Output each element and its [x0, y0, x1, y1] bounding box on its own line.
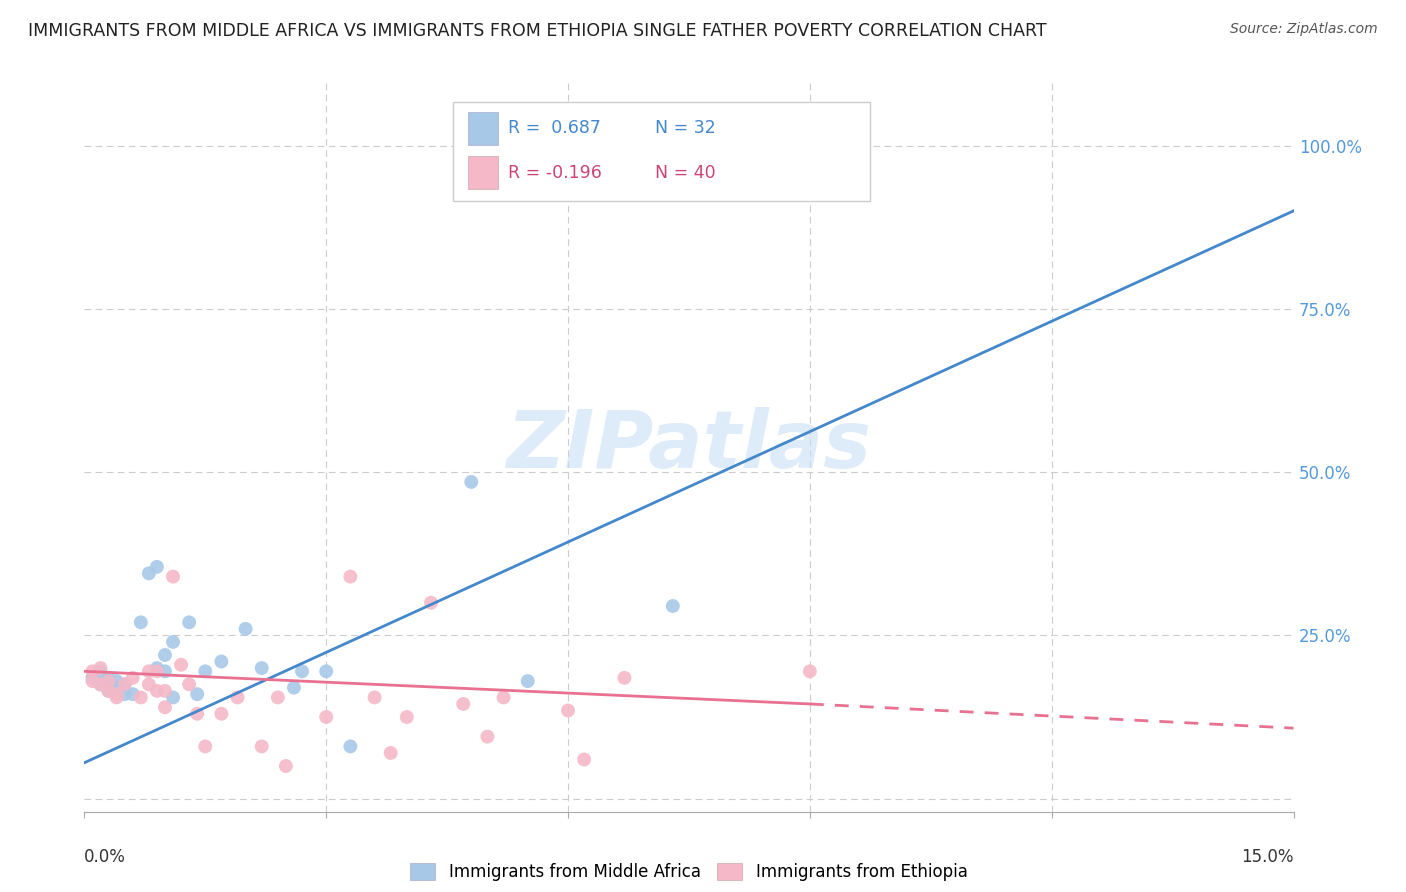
- Point: [89, 665, 111, 679]
- Point: [250, 661, 273, 675]
- Point: [138, 566, 160, 581]
- Point: [121, 671, 143, 685]
- Point: [97, 671, 120, 685]
- Point: [420, 596, 443, 610]
- Point: [516, 674, 538, 689]
- Point: [274, 759, 297, 773]
- Point: [162, 690, 184, 705]
- Point: [451, 697, 474, 711]
- Point: [105, 690, 128, 705]
- Point: [267, 690, 290, 705]
- Point: [460, 475, 482, 489]
- Point: [162, 635, 184, 649]
- Point: [138, 677, 160, 691]
- Text: ZIPatlas: ZIPatlas: [506, 407, 872, 485]
- Point: [170, 657, 193, 672]
- Point: [250, 739, 273, 754]
- Point: [613, 671, 636, 685]
- Point: [97, 674, 120, 689]
- Point: [194, 739, 217, 754]
- Point: [291, 665, 314, 679]
- Point: [121, 687, 143, 701]
- Point: [97, 684, 120, 698]
- Point: [799, 665, 821, 679]
- Point: [89, 677, 111, 691]
- Point: [395, 710, 418, 724]
- Point: [380, 746, 402, 760]
- Point: [129, 690, 152, 705]
- Text: N = 40: N = 40: [655, 163, 716, 182]
- Point: [153, 684, 176, 698]
- Point: [783, 152, 806, 166]
- Point: [146, 684, 169, 698]
- Point: [235, 622, 257, 636]
- Text: R =  0.687: R = 0.687: [508, 120, 600, 137]
- Point: [477, 730, 499, 744]
- Point: [226, 690, 249, 705]
- Point: [179, 677, 201, 691]
- Point: [138, 665, 160, 679]
- Point: [283, 681, 305, 695]
- Point: [179, 615, 201, 630]
- Point: [153, 700, 176, 714]
- Point: [315, 665, 337, 679]
- Point: [82, 674, 104, 689]
- Point: [146, 559, 169, 574]
- Point: [153, 665, 176, 679]
- Point: [97, 684, 120, 698]
- Point: [186, 687, 208, 701]
- Point: [105, 681, 128, 695]
- Point: [162, 569, 184, 583]
- Point: [105, 674, 128, 689]
- Point: [153, 648, 176, 662]
- Point: [82, 671, 104, 685]
- Text: 0.0%: 0.0%: [84, 847, 127, 865]
- Point: [662, 599, 685, 613]
- Point: [114, 677, 136, 691]
- Point: [315, 710, 337, 724]
- Point: [89, 661, 111, 675]
- Point: [146, 661, 169, 675]
- Point: [339, 739, 361, 754]
- Point: [194, 665, 217, 679]
- Point: [492, 690, 515, 705]
- Text: Source: ZipAtlas.com: Source: ZipAtlas.com: [1230, 22, 1378, 37]
- Point: [89, 677, 111, 691]
- Point: [557, 704, 579, 718]
- Point: [363, 690, 385, 705]
- Point: [105, 687, 128, 701]
- Point: [82, 665, 104, 679]
- Text: N = 32: N = 32: [655, 120, 716, 137]
- Point: [209, 655, 232, 669]
- Text: 15.0%: 15.0%: [1241, 847, 1294, 865]
- Point: [129, 615, 152, 630]
- Point: [209, 706, 232, 721]
- Point: [572, 752, 595, 766]
- Point: [146, 665, 169, 679]
- Text: R = -0.196: R = -0.196: [508, 163, 602, 182]
- Text: IMMIGRANTS FROM MIDDLE AFRICA VS IMMIGRANTS FROM ETHIOPIA SINGLE FATHER POVERTY : IMMIGRANTS FROM MIDDLE AFRICA VS IMMIGRA…: [28, 22, 1046, 40]
- Point: [114, 677, 136, 691]
- Point: [114, 687, 136, 701]
- Legend: Immigrants from Middle Africa, Immigrants from Ethiopia: Immigrants from Middle Africa, Immigrant…: [404, 856, 974, 888]
- Point: [339, 569, 361, 583]
- Point: [186, 706, 208, 721]
